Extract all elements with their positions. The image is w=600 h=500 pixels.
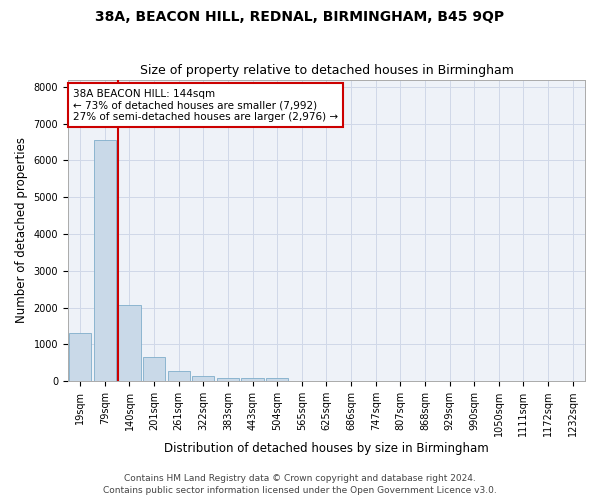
Bar: [118, 304, 140, 381]
Y-axis label: Number of detached properties: Number of detached properties: [15, 138, 28, 324]
Bar: [69, 334, 91, 381]
Bar: [167, 370, 190, 381]
Bar: [94, 140, 116, 381]
Text: 38A BEACON HILL: 144sqm
← 73% of detached houses are smaller (7,992)
27% of semi: 38A BEACON HILL: 144sqm ← 73% of detache…: [73, 88, 338, 122]
X-axis label: Distribution of detached houses by size in Birmingham: Distribution of detached houses by size …: [164, 442, 489, 455]
Bar: [266, 378, 288, 381]
Bar: [217, 378, 239, 381]
Bar: [143, 358, 165, 381]
Bar: [241, 378, 263, 381]
Bar: [192, 376, 214, 381]
Text: Contains HM Land Registry data © Crown copyright and database right 2024.
Contai: Contains HM Land Registry data © Crown c…: [103, 474, 497, 495]
Text: 38A, BEACON HILL, REDNAL, BIRMINGHAM, B45 9QP: 38A, BEACON HILL, REDNAL, BIRMINGHAM, B4…: [95, 10, 505, 24]
Title: Size of property relative to detached houses in Birmingham: Size of property relative to detached ho…: [140, 64, 514, 77]
